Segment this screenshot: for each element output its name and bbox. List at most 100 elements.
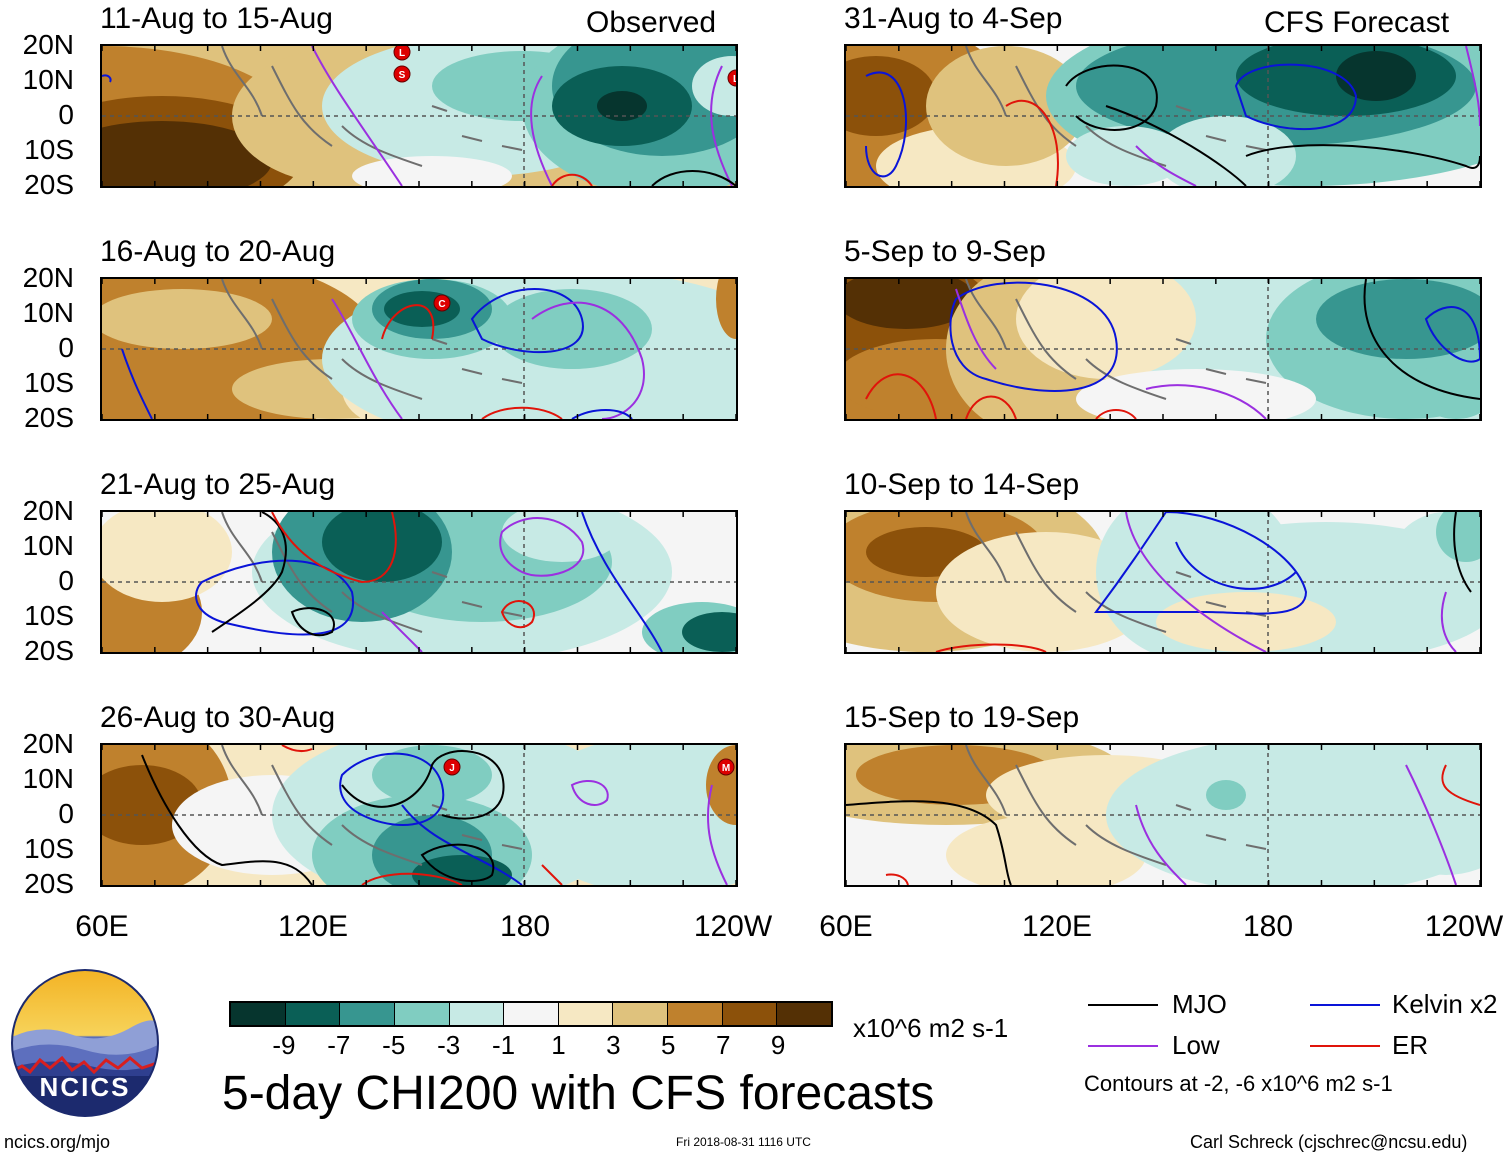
chi200-field — [846, 279, 1480, 419]
wave-contour — [1465, 46, 1480, 127]
lat-tick-label: 20N — [22, 29, 74, 60]
footer-credit: Carl Schreck (cjschrec@ncsu.edu) — [1190, 1132, 1468, 1152]
legend-swatch-low — [1088, 1045, 1158, 1047]
svg-text:C: C — [438, 299, 445, 310]
field-contour-fill — [372, 745, 492, 805]
wave-contour — [530, 75, 553, 186]
lat-tick-label: 20S — [24, 402, 74, 433]
lat-tick-label: 20S — [24, 635, 74, 666]
lon-tick-label: 120E — [1021, 910, 1093, 943]
colorbar-label: -3 — [437, 1030, 461, 1060]
coastline — [965, 279, 1267, 400]
map-panel-p1: LSL — [100, 44, 738, 188]
colorbar-label: -9 — [272, 1030, 296, 1060]
field-contour-fill — [1436, 512, 1480, 562]
wave-contour — [1094, 512, 1308, 615]
wave-contour — [581, 512, 663, 652]
wave-contour — [1095, 409, 1137, 419]
wave-contour — [331, 298, 403, 419]
lat-tick-label: 0 — [58, 798, 74, 829]
chi200-field: LSL — [102, 46, 736, 186]
wave-contour — [141, 754, 313, 885]
field-contour-fill — [352, 156, 512, 186]
colorbar-swatch — [284, 1003, 340, 1025]
wave-contour — [1125, 512, 1267, 652]
lat-tick-label: 20S — [24, 868, 74, 899]
wave-contour — [1135, 145, 1197, 186]
storm-marker: S — [393, 65, 411, 83]
legend-label: Kelvin x2 — [1392, 989, 1498, 1019]
colorbar-swatch — [339, 1003, 394, 1025]
colorbar-label: 9 — [770, 1030, 786, 1060]
colorbar-label: 1 — [551, 1030, 566, 1060]
wave-contour — [865, 71, 907, 178]
lon-tick-label: 180 — [1242, 910, 1294, 943]
colorbar-swatch — [231, 1003, 285, 1025]
lat-tick-label: 10S — [24, 600, 74, 631]
wave-contour — [499, 517, 585, 577]
wave-contour — [1145, 384, 1267, 419]
wave-contour — [955, 288, 997, 370]
lat-tick-label: 20N — [22, 495, 74, 526]
wave-contour — [885, 873, 909, 885]
field-contour-fill — [1016, 279, 1196, 379]
map-panel-p7 — [844, 510, 1482, 654]
lon-tick-label: 120E — [277, 910, 349, 943]
colorbar-swatch — [776, 1003, 832, 1025]
legend-note: Contours at -2, -6 x10^6 m2 s-1 — [1084, 1071, 1393, 1096]
field-contour-fill — [502, 512, 622, 562]
lat-tick-label: 0 — [58, 565, 74, 596]
colorbar-label: -5 — [382, 1030, 406, 1060]
field-contour-fill — [1416, 359, 1480, 419]
wave-contour — [965, 395, 1017, 419]
panel-title: 21-Aug to 25-Aug — [100, 468, 336, 501]
colorbar-swatch — [667, 1003, 722, 1025]
field-contour-fill — [622, 349, 736, 419]
chi200-field — [846, 745, 1480, 885]
colorbar — [229, 1001, 833, 1027]
wave-contour — [195, 559, 355, 636]
legend-swatch-kelvin — [1310, 1004, 1380, 1006]
wave-contour — [271, 512, 397, 584]
main-title: 5-day CHI200 with CFS forecasts — [222, 1067, 935, 1120]
cfs-forecast-label: CFS Forecast — [1264, 6, 1450, 39]
field-contour-fill — [1156, 592, 1336, 652]
footer-site-link[interactable]: ncics.org/mjo — [4, 1132, 111, 1152]
field-contour-fill — [597, 91, 647, 121]
wave-contour — [311, 46, 403, 186]
panel-title: 26-Aug to 30-Aug — [100, 701, 336, 734]
map-panel-p5 — [844, 44, 1482, 188]
wave-contour — [710, 65, 733, 186]
field-contour-fill — [846, 279, 976, 329]
wave-contour — [706, 784, 728, 885]
storm-marker: C — [433, 294, 451, 312]
map-panel-p3 — [100, 510, 738, 654]
chi200-field — [846, 46, 1480, 186]
panel-title: 16-Aug to 20-Aug — [100, 235, 336, 268]
field-contour-fill — [322, 512, 442, 582]
panel-title: 10-Sep to 14-Sep — [844, 468, 1080, 501]
field-contour-fill — [522, 745, 736, 885]
lat-tick-label: 20N — [22, 728, 74, 759]
field-contour-fill — [1066, 126, 1186, 186]
wave-contour — [551, 173, 593, 186]
svg-text:M: M — [722, 763, 730, 774]
legend-swatch-mjo — [1088, 1004, 1158, 1006]
chi200-field — [846, 512, 1480, 652]
lat-tick-label: 0 — [58, 99, 74, 130]
wave-contour — [541, 864, 563, 885]
panel-title: 5-Sep to 9-Sep — [844, 235, 1046, 268]
field-contour-fill — [102, 121, 272, 186]
wave-contour — [381, 304, 435, 340]
storm-marker: M — [717, 758, 735, 776]
wave-contour — [1135, 804, 1187, 885]
colorbar-label: 5 — [661, 1030, 676, 1060]
wave-contour — [949, 281, 1118, 392]
map-panel-p2: C — [100, 277, 738, 421]
lon-tick-label: 180 — [499, 910, 551, 943]
storm-marker: J — [443, 758, 461, 776]
panel-title: 31-Aug to 4-Sep — [844, 2, 1063, 35]
colorbar-label: 7 — [715, 1030, 731, 1060]
